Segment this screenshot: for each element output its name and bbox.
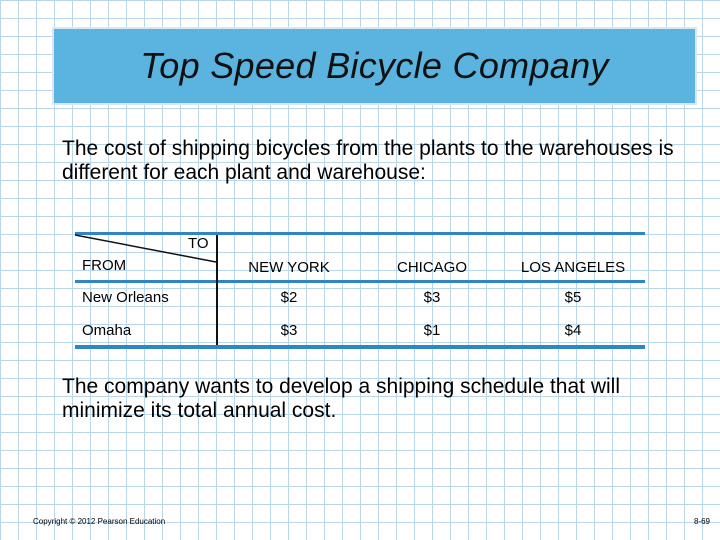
table-row-header-divider [216,235,218,345]
table-bottom-rule [75,345,645,349]
cost-cell: $1 [423,322,441,339]
column-header-new-york: NEW YORK [248,259,330,276]
cost-cell: $5 [564,289,582,306]
row-label-new-orleans: New Orleans [82,289,169,306]
title-banner: Top Speed Bicycle Company [52,27,697,105]
table-header-rule [75,280,645,283]
slide-title: Top Speed Bicycle Company [140,45,609,86]
shipping-cost-table: TO FROM NEW YORK CHICAGO LOS ANGELES New… [75,232,645,349]
page-number: 8-69 [693,517,710,526]
row-label-omaha: Omaha [82,322,132,339]
cost-cell: $3 [280,322,298,339]
column-header-los-angeles: LOS ANGELES [520,259,626,276]
intro-text: The cost of shipping bicycles from the p… [62,137,674,184]
table-top-rule [75,232,645,235]
cost-cell: $3 [423,289,441,306]
copyright-notice: Copyright © 2012 Pearson Education [33,517,166,526]
header-diagonal-line [75,234,217,263]
header-from-label: FROM [82,257,127,274]
column-header-chicago: CHICAGO [396,259,467,276]
conclusion-text: The company wants to develop a shipping … [62,375,620,422]
cost-cell: $4 [564,322,582,339]
cost-cell: $2 [280,289,298,306]
header-to-label: TO [188,235,209,252]
